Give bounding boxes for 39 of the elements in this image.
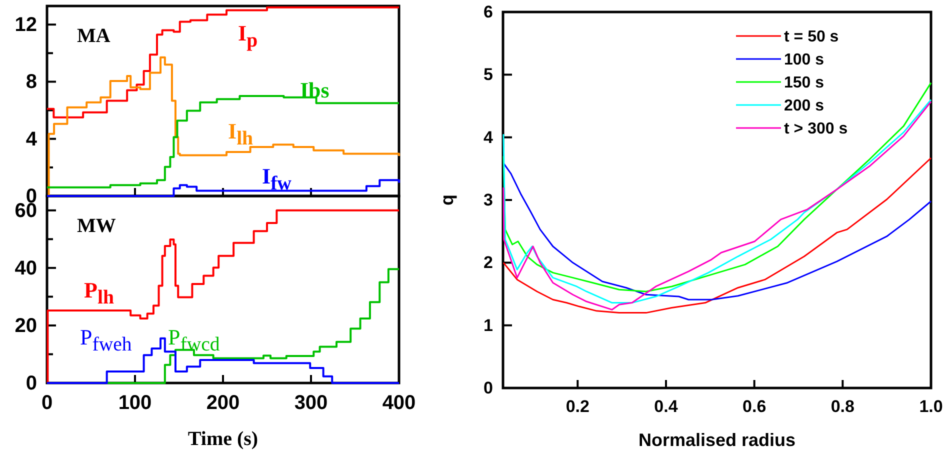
series-label: I$_{fw}$: [262, 164, 292, 195]
x-tick-label: 0.2: [566, 397, 590, 416]
y-tick-label: 0: [26, 372, 37, 394]
x-tick-label: 200: [206, 392, 240, 414]
x-tick-label: 0.4: [654, 397, 678, 416]
y-tick-label: 1: [484, 316, 493, 335]
x-tick-label: 1.0: [919, 397, 943, 416]
y-tick-label: 20: [14, 314, 37, 337]
legend-label: t = 50 s: [784, 28, 839, 46]
x-tick-label: 0.6: [742, 397, 766, 416]
y-tick-label: 40: [14, 257, 37, 280]
legend-label: 200 s: [784, 98, 824, 115]
y-tick-label: 12: [14, 14, 37, 36]
x-tick-label: 100: [118, 392, 152, 414]
series-label: I$_{p}$: [238, 20, 258, 52]
legend-label: t > 300 s: [784, 120, 848, 138]
series-label: I$_{lh}$: [228, 118, 254, 150]
legend-label: 150 s: [784, 74, 824, 92]
x-axis-title: Time (s): [188, 428, 258, 450]
x-tick-label: 0: [41, 392, 53, 414]
x-tick-label: 0.8: [830, 397, 854, 416]
series-label: P$_{lh}$: [84, 278, 114, 309]
y-tick-label: 5: [484, 65, 493, 84]
y-tick-label: 4: [484, 128, 494, 147]
y-axis-title: MA: [77, 25, 111, 47]
legend-label: 100 s: [784, 52, 824, 69]
x-tick-label: 300: [294, 392, 328, 414]
y-tick-label: 4: [26, 128, 38, 150]
x-tick-label: 400: [382, 392, 416, 414]
x-axis-title: Normalised radius: [638, 430, 796, 450]
y-tick-label: 8: [26, 71, 37, 94]
y-tick-label: 0: [484, 378, 493, 398]
y-tick-label: 2: [484, 253, 493, 272]
y-axis-title: MW: [77, 215, 116, 237]
y-tick-label: 6: [484, 2, 493, 22]
series-label: P$_{fweh}$: [80, 324, 132, 356]
series-label: P$_{fwcd}$: [168, 324, 220, 356]
y-tick-label: 3: [484, 190, 493, 210]
y-axis-title: q: [437, 194, 457, 206]
